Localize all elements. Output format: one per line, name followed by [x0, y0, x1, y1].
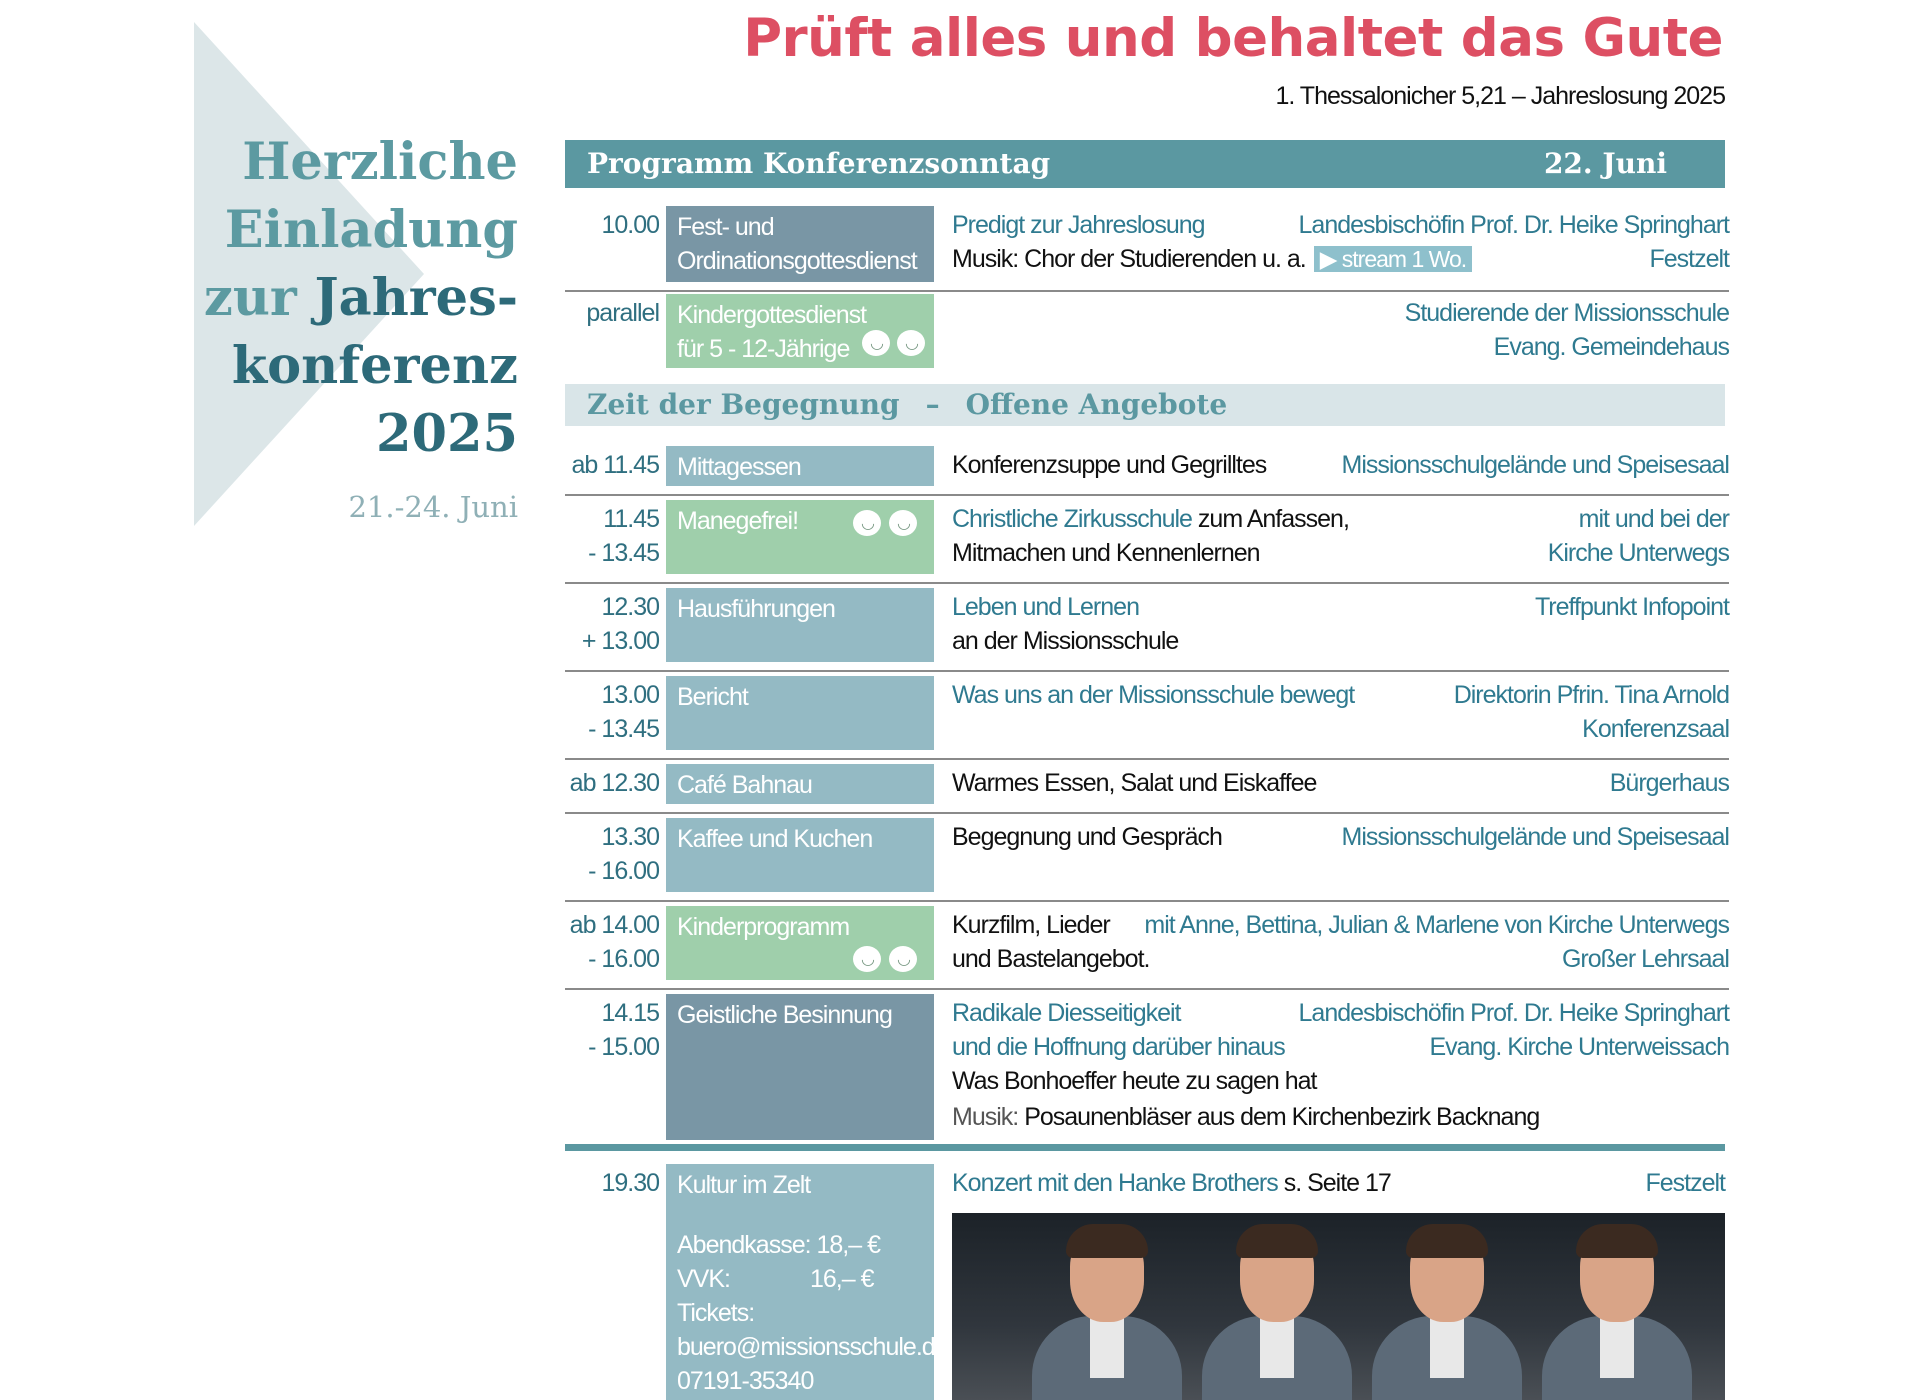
row-time: ab 14.00: [569, 911, 660, 939]
event-desc: Konzert mit den Hanke Brothers s. Seite …: [952, 1169, 1392, 1197]
event-person: mit Anne, Bettina, Julian & Marlene von …: [1144, 911, 1730, 939]
program-date: 22. Juni: [1543, 147, 1667, 180]
event-box: Hausführungen: [666, 588, 934, 662]
row-time: 11.45: [603, 505, 660, 533]
event-location: Missionsschulgelände und Speisesaal: [1341, 451, 1730, 479]
event-desc: an der Missionsschule: [952, 627, 1179, 655]
motto-title: Prüft alles und behaltet das Gute: [743, 8, 1723, 69]
event-box: Café Bahnau: [666, 764, 934, 804]
event-desc: Was Bonhoeffer heute zu sagen hat: [952, 1067, 1317, 1095]
event-location: Missionsschulgelände und Speisesaal: [1341, 823, 1730, 851]
program-row: 10.00 Fest- und Ordinationsgottesdienst …: [565, 206, 1730, 292]
event-desc: Musik: Chor der Studierenden u. a. ▶ stre…: [952, 242, 1473, 276]
row-time: - 16.00: [588, 945, 660, 973]
child-face-icon: [860, 328, 892, 358]
person-figure: [1202, 1224, 1352, 1400]
event-music: Musik: Posaunenbläser aus dem Kirchenbez…: [952, 1103, 1540, 1131]
event-person: Landesbischöfin Prof. Dr. Heike Springha…: [1298, 999, 1730, 1027]
event-box: Kindergottesdienst für 5 - 12-Jährige: [666, 294, 934, 368]
row-time: 13.30: [601, 823, 660, 851]
row-time: 14.15: [601, 999, 660, 1027]
event-desc: Mitmachen und Kennenlernen: [952, 539, 1261, 567]
stream-badge[interactable]: ▶ stream 1 Wo.: [1313, 246, 1473, 272]
event-person: mit und bei der: [1578, 505, 1730, 533]
event-box: Mittagessen: [666, 446, 934, 486]
event-location: Evang. Gemeindehaus: [1493, 333, 1730, 361]
band-photo: [952, 1213, 1725, 1400]
event-desc: Predigt zur Jahreslosung: [952, 211, 1206, 239]
program-row: 13.30 - 16.00 Kaffee und Kuchen Begegnun…: [565, 818, 1730, 902]
program-row: ab 14.00 - 16.00 Kinderprogramm Kurzfilm…: [565, 906, 1730, 990]
event-box: Fest- und Ordinationsgottesdienst: [666, 206, 934, 282]
decorative-triangle: [194, 22, 424, 526]
event-location: Treffpunkt Infopoint: [1534, 593, 1730, 621]
program-row: ab 11.45 Mittagessen Konferenzsuppe und …: [565, 446, 1730, 496]
event-desc: und Bastelangebot.: [952, 945, 1150, 973]
event-person: Direktorin Pfrin. Tina Arnold: [1453, 681, 1730, 709]
program-row: 14.15 - 15.00 Geistliche Besinnung Radik…: [565, 994, 1730, 1140]
event-person: Studierende der Missionsschule: [1404, 299, 1730, 327]
event-location: Bürgerhaus: [1609, 769, 1730, 797]
event-desc: Christliche Zirkusschule zum Anfassen,: [952, 505, 1350, 533]
person-figure: [1542, 1224, 1692, 1400]
event-desc: Begegnung und Gespräch: [952, 823, 1223, 851]
invitation-title: Herzliche Einladung zur Jahres- konferen…: [203, 132, 518, 464]
event-desc: Kurzfilm, Lieder: [952, 911, 1111, 939]
conference-dates: 21.-24. Juni: [348, 490, 518, 524]
event-desc: Was uns an der Missionsschule bewegt: [952, 681, 1355, 709]
event-box: Geistliche Besinnung: [666, 994, 934, 1140]
row-time: - 15.00: [588, 1033, 660, 1061]
row-time: 19.30: [601, 1169, 660, 1197]
row-time: 13.00: [601, 681, 660, 709]
event-desc: Konferenzsuppe und Gegrilltes: [952, 451, 1267, 479]
program-row: 19.30 Kultur im Zelt Abendkasse: 18,– € …: [565, 1164, 1729, 1400]
event-location: Kirche Unterwegs: [1547, 539, 1730, 567]
event-desc: Warmes Essen, Salat und Eiskaffee: [952, 769, 1317, 797]
event-desc: Radikale Diesseitigkeit: [952, 999, 1182, 1027]
person-figure: [1032, 1224, 1182, 1400]
person-figure: [1372, 1224, 1522, 1400]
child-face-icon: [887, 944, 919, 974]
row-time: 12.30: [601, 593, 660, 621]
event-location: Festzelt: [1649, 245, 1730, 273]
row-time: 10.00: [601, 211, 660, 239]
program-row: ab 12.30 Café Bahnau Warmes Essen, Salat…: [565, 764, 1730, 814]
child-face-icon: [895, 328, 927, 358]
bible-reference: 1. Thessalonicher 5,21 – Jahreslosung 20…: [1275, 82, 1726, 110]
row-time: - 13.45: [588, 715, 660, 743]
program-bar: Programm Konferenzsonntag 22. Juni: [565, 140, 1725, 188]
event-location: Konferenzsaal: [1582, 715, 1730, 743]
event-box: Kultur im Zelt Abendkasse: 18,– € VVK: 16…: [666, 1164, 949, 1400]
row-time: - 16.00: [588, 857, 660, 885]
row-time: ab 12.30: [569, 769, 660, 797]
row-time: ab 11.45: [571, 451, 660, 479]
row-time: parallel: [586, 299, 660, 327]
event-person: Landesbischöfin Prof. Dr. Heike Springha…: [1298, 211, 1730, 239]
child-face-icon: [851, 944, 883, 974]
program-row: 12.30 + 13.00 Hausführungen Leben und Le…: [565, 588, 1730, 672]
event-location: Festzelt: [1645, 1169, 1726, 1197]
row-time: - 13.45: [588, 539, 660, 567]
section-divider: [565, 1144, 1725, 1151]
program-row: 11.45 - 13.45 Manegefrei! Christliche Zi…: [565, 500, 1730, 584]
ticket-email[interactable]: buero@missionsschule.de: [677, 1333, 949, 1361]
event-box: Manegefrei!: [666, 500, 934, 574]
program-title: Programm Konferenzsonntag: [587, 147, 1051, 180]
ticket-phone[interactable]: 07191-35340: [677, 1367, 814, 1395]
encounter-bar: Zeit der Begegnung – Offene Angebote: [565, 384, 1725, 426]
program-row: 13.00 - 13.45 Bericht Was uns an der Mis…: [565, 676, 1730, 760]
child-face-icon: [887, 508, 919, 538]
event-desc: Leben und Lernen: [952, 593, 1140, 621]
program-row: parallel Kindergottesdienst für 5 - 12-J…: [565, 294, 1730, 370]
event-location: Evang. Kirche Unterweissach: [1429, 1033, 1730, 1061]
row-time: + 13.00: [581, 627, 660, 655]
event-location: Großer Lehrsaal: [1561, 945, 1730, 973]
child-face-icon: [851, 508, 883, 538]
event-box: Kaffee und Kuchen: [666, 818, 934, 892]
event-desc: und die Hoffnung darüber hinaus: [952, 1033, 1286, 1061]
event-box: Bericht: [666, 676, 934, 750]
